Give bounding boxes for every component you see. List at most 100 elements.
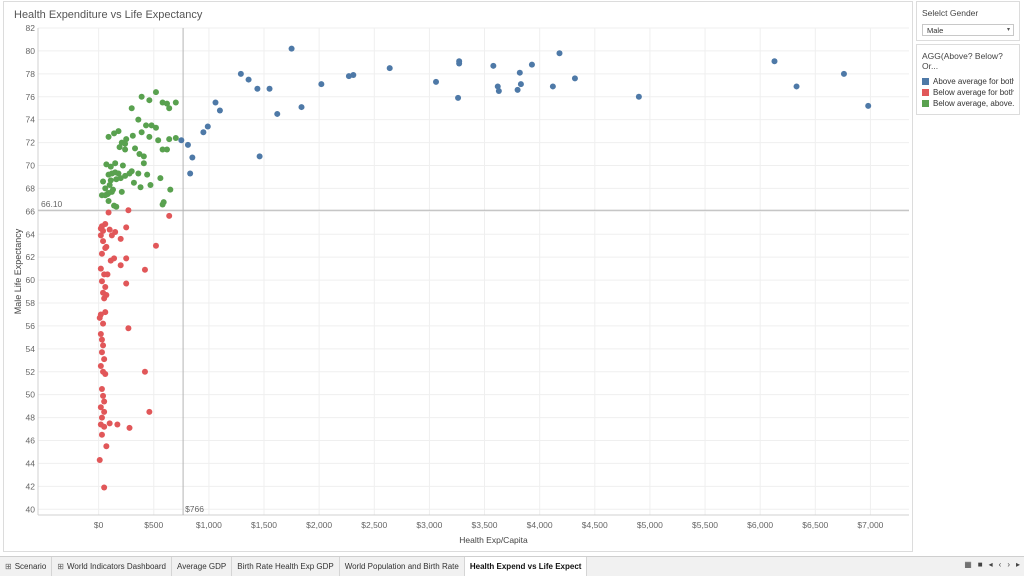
data-point[interactable] [433, 78, 440, 85]
data-point[interactable] [136, 151, 143, 158]
data-point[interactable] [122, 172, 129, 179]
data-point[interactable] [166, 136, 173, 143]
data-point[interactable] [200, 129, 207, 136]
data-point[interactable] [118, 188, 125, 195]
data-point[interactable] [146, 133, 153, 140]
data-point[interactable] [98, 336, 105, 343]
data-point[interactable] [187, 170, 194, 177]
data-point[interactable] [101, 408, 108, 415]
data-point[interactable] [97, 330, 104, 337]
data-point[interactable] [517, 81, 524, 88]
data-point[interactable] [256, 153, 263, 160]
data-point[interactable] [106, 420, 113, 427]
data-point[interactable] [167, 186, 174, 193]
data-point[interactable] [111, 130, 118, 137]
data-point[interactable] [216, 107, 223, 114]
data-point[interactable] [138, 129, 145, 136]
tab-world-indicators-dashboard[interactable]: ⊞ World Indicators Dashboard [52, 557, 172, 576]
data-point[interactable] [495, 88, 502, 95]
data-point[interactable] [119, 162, 126, 169]
data-point[interactable] [132, 145, 139, 152]
data-point[interactable] [97, 232, 104, 239]
data-point[interactable] [135, 116, 142, 123]
data-point[interactable] [98, 431, 105, 438]
data-point[interactable] [105, 198, 112, 205]
data-point[interactable] [111, 255, 118, 262]
data-point[interactable] [107, 163, 114, 170]
data-point[interactable] [100, 238, 107, 245]
data-point[interactable] [101, 295, 108, 302]
data-point[interactable] [288, 45, 295, 52]
data-point[interactable] [237, 70, 244, 77]
data-point[interactable] [128, 105, 135, 112]
data-point[interactable] [455, 94, 462, 101]
data-point[interactable] [147, 181, 154, 188]
data-point[interactable] [106, 226, 113, 233]
data-point[interactable] [266, 85, 273, 92]
tab-health-expend-vs-life-expect[interactable]: Health Expend vs Life Expect [464, 557, 588, 576]
data-point[interactable] [100, 320, 107, 327]
data-point[interactable] [146, 408, 153, 415]
last-sheet-icon[interactable]: ▸ [1015, 560, 1020, 569]
data-point[interactable] [98, 250, 105, 257]
data-point[interactable] [105, 190, 112, 197]
data-point[interactable] [865, 102, 872, 109]
data-point[interactable] [114, 421, 121, 428]
data-point[interactable] [157, 175, 164, 182]
data-point[interactable] [98, 278, 105, 285]
data-point[interactable] [112, 228, 119, 235]
data-point[interactable] [97, 363, 104, 370]
data-point[interactable] [102, 245, 109, 252]
data-point[interactable] [138, 93, 145, 100]
data-point[interactable] [126, 424, 133, 431]
data-point[interactable] [245, 76, 252, 83]
tab-birth-rate-health-exp-gdp[interactable]: Birth Rate Health Exp GDP [232, 557, 340, 576]
data-point[interactable] [137, 184, 144, 191]
data-point[interactable] [101, 484, 108, 491]
data-point[interactable] [571, 75, 578, 82]
data-point[interactable] [166, 212, 173, 219]
data-point[interactable] [163, 146, 170, 153]
data-point[interactable] [793, 83, 800, 90]
data-point[interactable] [97, 265, 104, 272]
data-point[interactable] [298, 104, 305, 111]
data-point[interactable] [101, 423, 108, 430]
data-point[interactable] [490, 62, 497, 69]
data-point[interactable] [155, 137, 162, 144]
data-point[interactable] [212, 99, 219, 106]
data-point[interactable] [125, 207, 132, 214]
data-point[interactable] [556, 50, 563, 57]
data-point[interactable] [135, 170, 142, 177]
data-point[interactable] [125, 325, 132, 332]
data-point[interactable] [115, 128, 122, 135]
data-point[interactable] [116, 144, 123, 151]
data-point[interactable] [102, 283, 109, 290]
data-point[interactable] [152, 89, 159, 96]
data-point[interactable] [98, 349, 105, 356]
sheet-sorter-icon[interactable]: ▦ [964, 560, 972, 569]
data-point[interactable] [494, 83, 501, 90]
data-point[interactable] [514, 86, 521, 93]
data-point[interactable] [98, 385, 105, 392]
data-point[interactable] [117, 175, 124, 182]
data-point[interactable] [456, 60, 463, 67]
data-point[interactable] [254, 85, 261, 92]
data-point[interactable] [96, 456, 103, 463]
data-point[interactable] [100, 227, 107, 234]
data-point[interactable] [103, 443, 110, 450]
data-point[interactable] [115, 170, 122, 177]
data-point[interactable] [97, 404, 104, 411]
data-point[interactable] [350, 71, 357, 78]
scatter-plot[interactable]: 40 42 44 46 48 50 52 54 56 58 60 62 64 66 68 70 72 74 76 78… [4, 2, 912, 551]
data-point[interactable] [528, 61, 535, 68]
data-point[interactable] [141, 368, 148, 375]
tab-world-population-birth-rate[interactable]: World Population and Birth Rate [340, 557, 465, 576]
data-point[interactable] [144, 171, 151, 178]
data-point[interactable] [318, 81, 325, 88]
data-point[interactable] [129, 132, 136, 139]
data-point[interactable] [146, 97, 153, 104]
data-point[interactable] [143, 122, 150, 129]
data-point[interactable] [123, 224, 130, 231]
data-point[interactable] [635, 93, 642, 100]
data-point[interactable] [159, 146, 166, 153]
